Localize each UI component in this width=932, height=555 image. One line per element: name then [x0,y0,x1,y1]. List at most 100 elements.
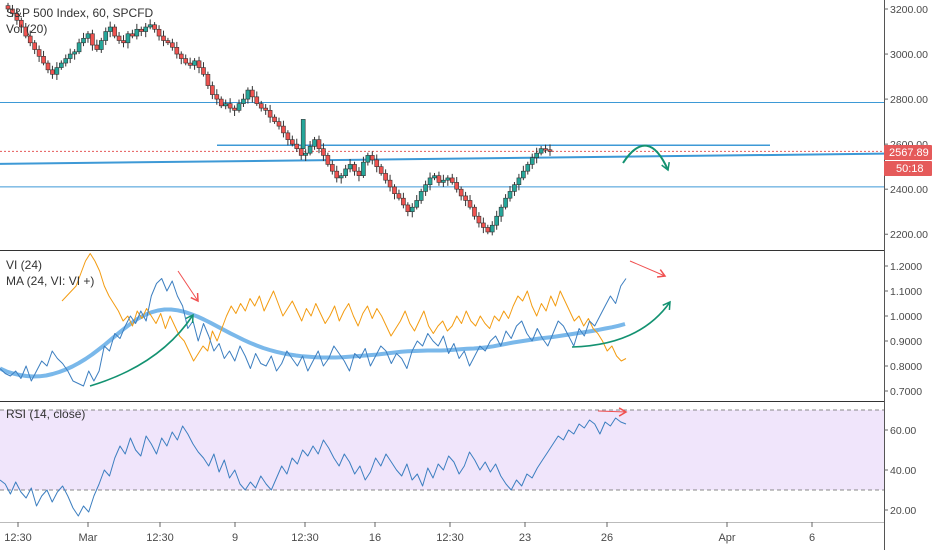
candle [116,35,122,41]
main-title: S&P 500 Index, 60, SPCFD [6,6,154,20]
candle [467,200,473,208]
candle [156,28,162,37]
candle [547,149,553,152]
countdown-text: 50:18 [896,163,924,175]
candle [45,62,51,71]
candle [307,146,313,154]
candle [98,40,104,50]
vi-minus-line [61,253,627,362]
candle [321,148,326,156]
grid-layer [0,250,884,523]
y-tick-label: 3000.00 [890,49,928,61]
candle [538,148,544,154]
candle [343,168,348,176]
candle [300,119,306,149]
candle [178,53,184,59]
x-tick-label: 9 [232,532,238,544]
candle [285,132,291,140]
arrow-head [656,269,667,278]
candle [130,33,135,37]
candle [32,42,37,50]
candle [263,107,268,111]
x-tick-label: 26 [601,532,613,544]
red-arrow [629,260,666,277]
candle [54,67,60,75]
y-tick-label: 0.9000 [890,336,922,348]
arrow-head [618,407,628,417]
candle [236,103,242,111]
candle [90,33,95,46]
candle [290,139,295,145]
candle [369,155,375,161]
x-tick-label: Apr [718,532,735,544]
vi-lines [0,253,627,387]
candle [436,175,442,183]
candle [405,204,411,213]
candle [258,103,264,109]
annotations [89,144,671,417]
y-tick-label: 40.00 [890,465,916,477]
candle [10,8,15,14]
candle [481,222,486,228]
candle [445,177,451,181]
candle [138,28,144,32]
red-arrow [597,410,627,413]
candle [272,116,277,122]
vi-plus-line [0,278,627,387]
candle [276,121,282,127]
volume-label: Vol (20) [6,22,47,36]
candle [494,215,499,226]
candle [245,89,251,100]
candle [147,24,153,28]
candle [529,157,535,165]
candle [378,166,384,174]
candle [14,13,20,21]
y-tick-label: 20.00 [890,505,916,517]
green-arrow [89,314,194,387]
candle [525,164,531,172]
countdown-tag: 50:18 [884,161,932,176]
candle [516,177,522,185]
candle [107,26,113,32]
y-tick-label: 1.2000 [890,261,922,273]
x-tick-label: 12:30 [146,532,174,544]
candle [214,94,220,100]
candle [449,177,455,183]
candle [81,37,86,44]
candle [67,53,73,59]
candle [325,155,331,165]
candle [476,215,482,224]
candle [205,74,211,86]
candle [534,152,539,158]
candle [352,164,357,172]
x-tick-label: 12:30 [4,532,32,544]
candle [365,155,371,163]
candle [152,24,157,30]
candle [223,103,228,107]
candle [165,40,171,44]
candle [5,5,11,10]
candle [463,195,468,201]
red-arrow [177,270,199,302]
candle [218,98,224,107]
candle [85,33,91,39]
candle [401,197,406,206]
candle [316,139,322,149]
y-tick-label: 1.0000 [890,311,922,323]
candle [103,31,109,41]
candle [485,227,491,233]
candle [121,40,126,44]
candle [161,35,166,41]
candle [503,197,508,208]
candle [196,60,202,68]
candle [507,191,513,199]
candle [409,206,415,213]
candle [454,182,460,190]
candle [112,26,117,37]
candle [521,170,526,179]
support-line [0,152,885,165]
candle [232,107,237,111]
candle [174,46,180,55]
candle [59,62,64,68]
